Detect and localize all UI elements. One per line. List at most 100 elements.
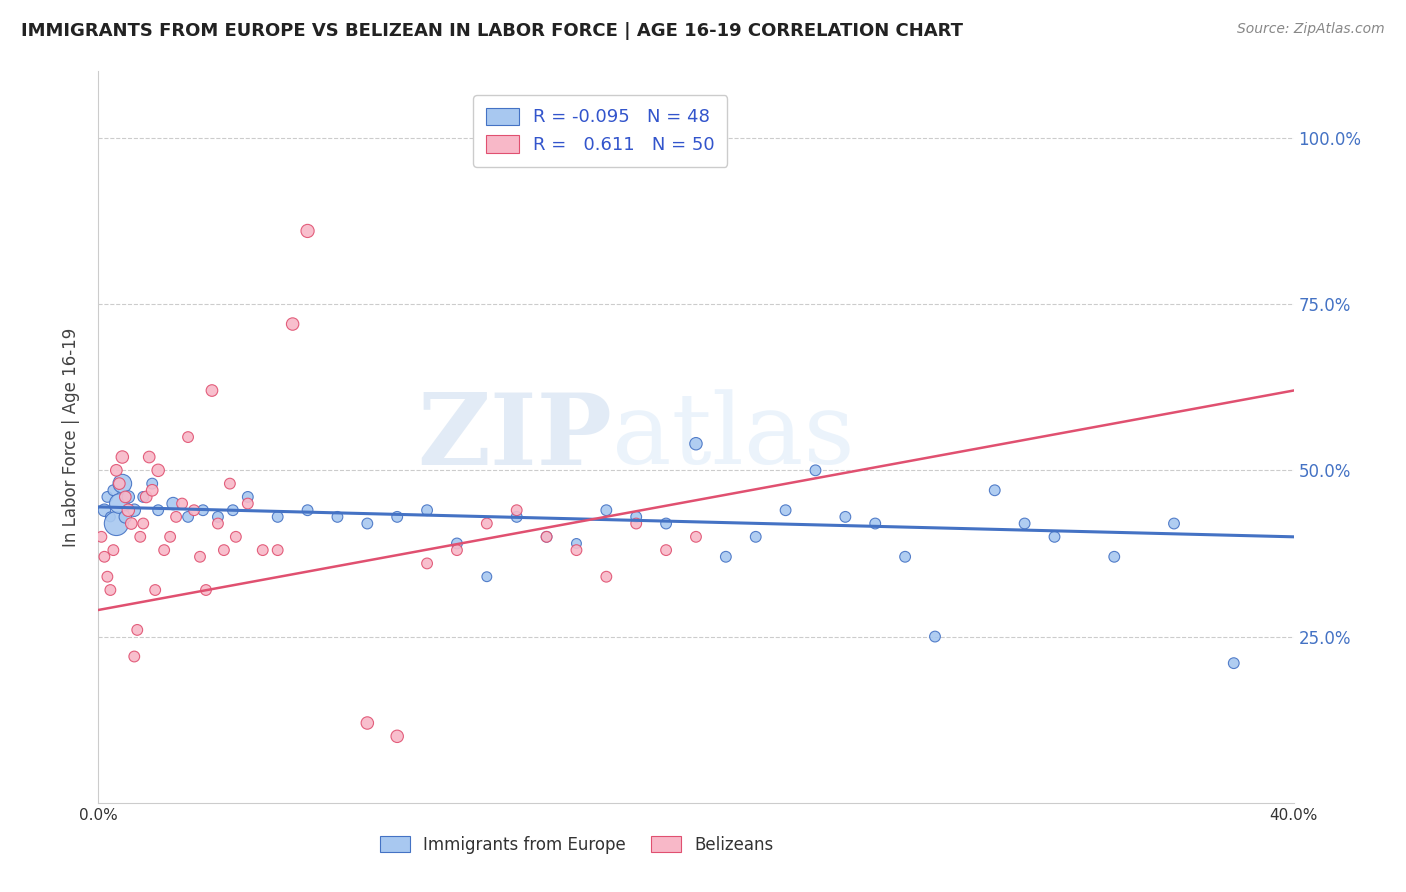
- Point: [183, 503, 205, 517]
- Point: [129, 530, 152, 544]
- Point: [159, 530, 181, 544]
- Point: [108, 476, 131, 491]
- Point: [297, 503, 319, 517]
- Point: [1014, 516, 1036, 531]
- Point: [894, 549, 917, 564]
- Point: [1043, 530, 1066, 544]
- Point: [111, 476, 134, 491]
- Point: [135, 490, 157, 504]
- Point: [655, 543, 678, 558]
- Text: Source: ZipAtlas.com: Source: ZipAtlas.com: [1237, 22, 1385, 37]
- Point: [141, 483, 163, 498]
- Y-axis label: In Labor Force | Age 16-19: In Labor Force | Age 16-19: [62, 327, 80, 547]
- Point: [103, 543, 125, 558]
- Point: [626, 509, 648, 524]
- Point: [153, 543, 176, 558]
- Point: [177, 430, 200, 444]
- Point: [446, 536, 468, 550]
- Point: [565, 543, 588, 558]
- Point: [98, 582, 122, 597]
- Point: [416, 557, 439, 571]
- Point: [172, 497, 194, 511]
- Point: [1104, 549, 1126, 564]
- Point: [984, 483, 1007, 498]
- Text: IMMIGRANTS FROM EUROPE VS BELIZEAN IN LABOR FORCE | AGE 16-19 CORRELATION CHART: IMMIGRANTS FROM EUROPE VS BELIZEAN IN LA…: [21, 22, 963, 40]
- Point: [385, 509, 409, 524]
- Point: [207, 516, 229, 531]
- Point: [103, 483, 125, 498]
- Point: [177, 509, 200, 524]
- Point: [685, 530, 707, 544]
- Point: [1223, 656, 1246, 670]
- Point: [252, 543, 274, 558]
- Point: [714, 549, 737, 564]
- Point: [595, 570, 617, 584]
- Point: [96, 490, 118, 504]
- Point: [267, 509, 290, 524]
- Point: [114, 490, 136, 504]
- Point: [745, 530, 768, 544]
- Point: [626, 516, 648, 531]
- Point: [506, 503, 529, 517]
- Point: [105, 516, 128, 531]
- Point: [565, 536, 588, 550]
- Point: [124, 503, 146, 517]
- Point: [356, 716, 378, 731]
- Point: [114, 509, 136, 524]
- Point: [475, 570, 498, 584]
- Point: [191, 503, 214, 517]
- Point: [475, 516, 498, 531]
- Point: [356, 516, 378, 531]
- Point: [195, 582, 218, 597]
- Point: [236, 497, 259, 511]
- Point: [132, 490, 155, 504]
- Text: ZIP: ZIP: [418, 389, 613, 485]
- Point: [117, 490, 139, 504]
- Point: [236, 490, 259, 504]
- Text: atlas: atlas: [613, 389, 855, 485]
- Point: [148, 503, 170, 517]
- Point: [93, 549, 115, 564]
- Point: [148, 463, 170, 477]
- Point: [267, 543, 290, 558]
- Point: [595, 503, 617, 517]
- Point: [188, 549, 211, 564]
- Point: [90, 530, 112, 544]
- Point: [326, 509, 349, 524]
- Point: [446, 543, 468, 558]
- Point: [127, 623, 149, 637]
- Point: [506, 509, 529, 524]
- Point: [685, 436, 707, 450]
- Point: [281, 317, 304, 331]
- Point: [416, 503, 439, 517]
- Point: [105, 463, 128, 477]
- Point: [93, 503, 115, 517]
- Point: [536, 530, 558, 544]
- Point: [143, 582, 166, 597]
- Point: [924, 630, 946, 644]
- Point: [219, 476, 242, 491]
- Point: [201, 384, 224, 398]
- Point: [225, 530, 247, 544]
- Point: [141, 476, 163, 491]
- Point: [117, 503, 139, 517]
- Point: [120, 516, 142, 531]
- Point: [834, 509, 856, 524]
- Point: [536, 530, 558, 544]
- Point: [804, 463, 827, 477]
- Point: [111, 450, 134, 464]
- Point: [96, 570, 118, 584]
- Point: [655, 516, 678, 531]
- Point: [385, 729, 409, 743]
- Point: [207, 509, 229, 524]
- Point: [124, 649, 146, 664]
- Legend: Immigrants from Europe, Belizeans: Immigrants from Europe, Belizeans: [373, 829, 780, 860]
- Point: [1163, 516, 1185, 531]
- Point: [98, 509, 122, 524]
- Point: [162, 497, 184, 511]
- Point: [865, 516, 887, 531]
- Point: [108, 497, 131, 511]
- Point: [222, 503, 245, 517]
- Point: [212, 543, 235, 558]
- Point: [132, 516, 155, 531]
